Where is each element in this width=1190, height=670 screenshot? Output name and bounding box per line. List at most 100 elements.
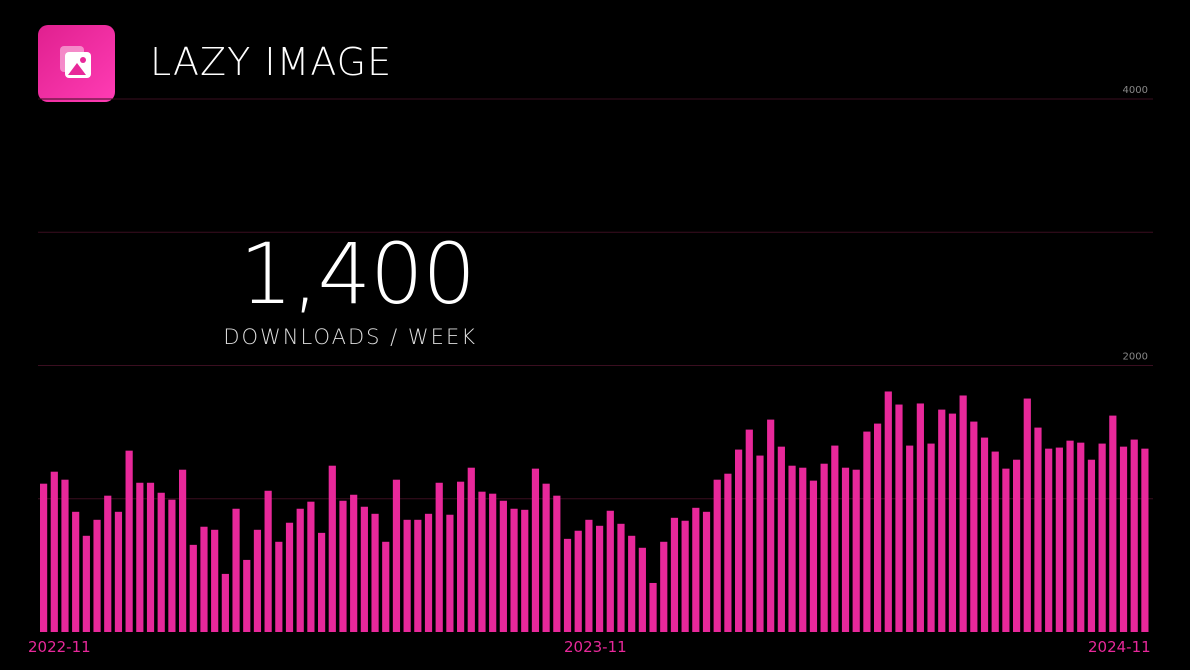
bar [788, 465, 796, 632]
bar [232, 508, 240, 632]
bar [1077, 442, 1085, 632]
bar [777, 446, 785, 632]
image-icon-mountain [68, 63, 86, 75]
bar [1109, 415, 1117, 632]
bar [382, 541, 390, 632]
bar [478, 491, 486, 632]
x-tick-label: 2022-11 [28, 638, 91, 656]
bar [1119, 446, 1128, 632]
bar [649, 582, 657, 632]
bar [638, 547, 646, 632]
bar [200, 526, 208, 632]
bar [980, 437, 989, 632]
page-title: LAZY IMAGE [150, 40, 393, 84]
bar [136, 482, 144, 632]
bar [40, 483, 48, 632]
bar [275, 541, 283, 632]
image-icon-sun [80, 57, 86, 63]
bar [50, 471, 58, 632]
bar [467, 467, 475, 632]
bar [179, 469, 187, 632]
bar [1098, 443, 1106, 632]
bar [168, 499, 176, 632]
downloads-value: 1,400 [239, 225, 476, 323]
bar [414, 519, 422, 632]
bar [264, 490, 272, 632]
bar [82, 535, 90, 632]
bar [831, 445, 839, 632]
bar [1013, 459, 1021, 632]
bar [104, 495, 112, 632]
bar [628, 535, 636, 632]
bar [681, 520, 689, 632]
bar [360, 506, 368, 632]
bar [510, 508, 518, 632]
bar [125, 450, 133, 632]
y-tick-label: 4000 [1123, 85, 1148, 96]
bar [863, 431, 871, 632]
bar [916, 403, 924, 632]
bar [221, 573, 229, 632]
bar [457, 481, 465, 632]
bar [157, 492, 165, 632]
bar [670, 517, 679, 632]
bar [585, 519, 593, 632]
bar [392, 479, 401, 632]
bar [895, 404, 903, 632]
bar [72, 511, 80, 632]
bar [1055, 447, 1063, 632]
bar [1087, 459, 1096, 632]
bar [489, 493, 497, 632]
bar [906, 445, 914, 632]
x-tick-label: 2024-11 [1088, 638, 1151, 656]
bar [606, 510, 614, 632]
bar [735, 449, 743, 632]
bar [574, 530, 582, 632]
bar [1034, 427, 1042, 632]
bar [424, 513, 433, 632]
bar [521, 509, 529, 632]
bar [959, 395, 967, 632]
bar [799, 467, 807, 632]
bar [713, 479, 721, 632]
downloads-label: DOWNLOADS / WEEK [223, 325, 477, 349]
bar [724, 473, 732, 632]
bar [874, 423, 882, 632]
bar [1141, 448, 1149, 632]
bar [970, 421, 978, 632]
bar [253, 529, 262, 632]
bar [1023, 398, 1031, 632]
bar [884, 391, 892, 632]
bar [542, 483, 550, 632]
bar [446, 514, 454, 632]
bar [596, 525, 604, 632]
bar [146, 482, 155, 632]
bar [767, 419, 775, 632]
bar [692, 507, 700, 632]
bar [617, 523, 625, 632]
y-tick-label: 2000 [1123, 352, 1148, 363]
bar [1066, 440, 1074, 632]
app-logo [38, 25, 115, 102]
bar [820, 463, 828, 632]
bar [702, 511, 711, 632]
bar [841, 467, 850, 632]
bar [339, 500, 347, 632]
bar [403, 519, 411, 632]
bar [114, 511, 123, 632]
bar [563, 538, 572, 632]
bar [1002, 468, 1010, 632]
bar [1045, 448, 1053, 632]
bar [499, 500, 507, 632]
bar [660, 541, 668, 632]
bar [991, 451, 999, 632]
x-tick-label: 2023-11 [564, 638, 627, 656]
bar [938, 409, 946, 632]
bar [285, 522, 294, 632]
bar [371, 513, 379, 632]
bar [756, 455, 764, 632]
bar [531, 468, 540, 632]
bar [809, 480, 818, 632]
bar [296, 508, 304, 632]
bar [435, 482, 443, 632]
